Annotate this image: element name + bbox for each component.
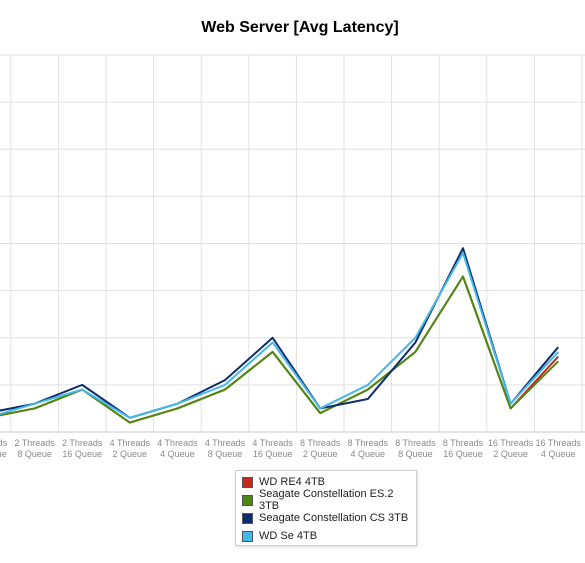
series-line xyxy=(0,275,559,424)
legend-label: WD Se 4TB xyxy=(259,530,318,542)
x-tick-label: 4 Threads 4 Queue xyxy=(157,438,198,459)
legend-swatch xyxy=(242,512,253,524)
x-tick-label: 2 Threads 16 Queue xyxy=(62,438,103,459)
chart-legend: WD RE4 4TB Seagate Constellation ES.2 3TB… xyxy=(235,470,417,546)
x-tick-label: 16 Threads 2 Queue xyxy=(488,438,534,459)
legend-swatch xyxy=(242,494,253,506)
legend-label: WD RE4 4TB xyxy=(259,476,326,488)
x-tick-label: 4 Threads 16 Queue xyxy=(252,438,293,459)
legend-item[interactable]: Seagate Constellation CS 3TB xyxy=(236,509,416,527)
series-line xyxy=(0,251,559,419)
legend-label: Seagate Constellation ES.2 3TB xyxy=(258,488,394,512)
legend-item[interactable]: WD RE4 4TB xyxy=(236,473,416,491)
series-line xyxy=(0,275,559,424)
x-tick-label: 4 Threads 8 Queue xyxy=(205,438,246,459)
x-tick-label: 8 Threads 8 Queue xyxy=(395,438,436,459)
legend-label: Seagate Constellation CS 3TB xyxy=(259,512,409,524)
x-tick-label: 8 Threads 2 Queue xyxy=(300,438,341,459)
x-tick-label: 16 Threads 4 Queue xyxy=(536,438,582,459)
legend-swatch xyxy=(242,530,253,542)
x-tick-label: 2 Threads 8 Queue xyxy=(14,438,55,459)
x-tick-label: 8 Threads 16 Queue xyxy=(443,438,484,459)
chart-series-lines xyxy=(0,247,559,424)
legend-swatch xyxy=(242,476,253,488)
x-tick-label: 8 Threads 4 Queue xyxy=(348,438,389,459)
legend-item[interactable]: Seagate Constellation ES.2 3TB xyxy=(236,488,416,512)
chart-grid xyxy=(0,54,585,433)
legend-item[interactable]: WD Se 4TB xyxy=(236,527,416,545)
x-tick-label: 4 Threads 2 Queue xyxy=(110,438,151,459)
chart-title: Web Server [Avg Latency] xyxy=(201,19,399,36)
series-line xyxy=(0,247,559,419)
